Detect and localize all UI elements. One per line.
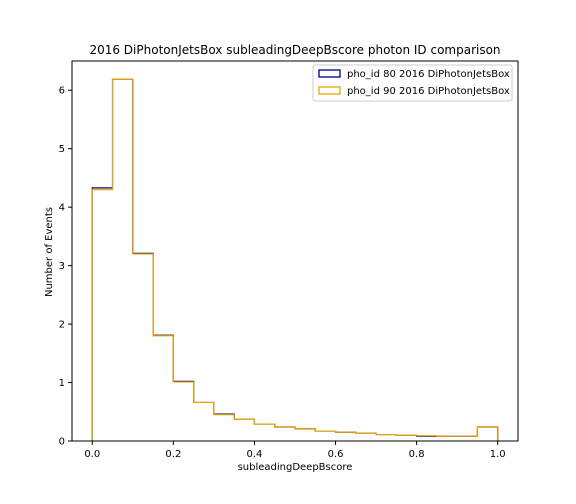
x-tick-label: 0.4 [247, 449, 263, 460]
legend-box [312, 64, 513, 102]
x-tick-label: 0.6 [328, 449, 344, 460]
x-tick-label: 0.8 [409, 449, 425, 460]
x-axis-ticks: 0.0 0.2 0.4 0.6 0.8 1.0 [84, 441, 506, 460]
x-tick-label: 0.0 [84, 449, 100, 460]
chart-title: 2016 DiPhotonJetsBox subleadingDeepBscor… [89, 43, 500, 57]
y-axis-ticks: 0 1 2 3 4 5 6 [59, 86, 72, 448]
x-tick-label: 0.2 [165, 449, 181, 460]
legend-swatch-pho-id-80 [318, 69, 341, 78]
legend-swatch-pho-id-90 [318, 86, 341, 95]
legend-label-pho-id-90: pho_id 90 2016 DiPhotonJetsBox [347, 86, 510, 97]
series-layer [91, 78, 499, 441]
x-tick-label: 1.0 [490, 449, 506, 460]
y-tick-label: 3 [59, 261, 65, 272]
y-tick-label: 1 [59, 378, 65, 389]
y-tick-label: 4 [59, 203, 65, 214]
x-axis-label: subleadingDeepBscore [238, 462, 353, 473]
legend: pho_id 80 2016 DiPhotonJetsBox pho_id 90… [312, 64, 513, 102]
y-tick-label: 0 [59, 437, 65, 448]
series-step-line-1 [91, 78, 499, 441]
y-tick-label: 2 [59, 320, 65, 331]
y-axis-label: Number of Events [44, 207, 55, 297]
plot-frame [71, 60, 519, 442]
y-tick-label: 5 [59, 144, 65, 155]
y-tick-label: 6 [59, 86, 65, 97]
legend-label-pho-id-80: pho_id 80 2016 DiPhotonJetsBox [347, 69, 510, 80]
